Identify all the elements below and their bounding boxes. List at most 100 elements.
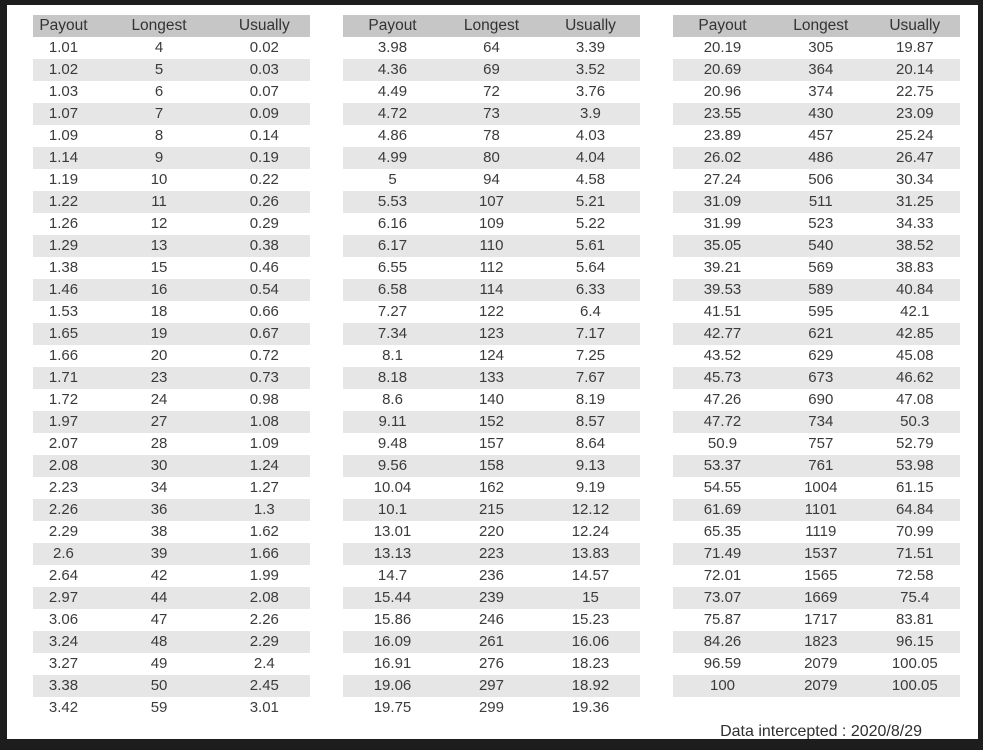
longest-cell: 30 [150, 457, 168, 474]
usually-cell: 5.22 [575, 215, 606, 232]
usually-cell: 0.03 [249, 61, 279, 78]
longest-cell: 133 [478, 369, 504, 386]
longest-cell: 297 [478, 677, 504, 694]
longest-cell: 7 [154, 105, 164, 122]
usually-cell: 100.05 [891, 677, 938, 694]
longest-cell: 16 [150, 281, 168, 298]
payout-cell: 20.96 [703, 83, 742, 100]
payout-cell: 42.77 [703, 325, 742, 342]
longest-cell: 1119 [805, 523, 837, 540]
usually-cell: 3.76 [575, 83, 606, 100]
column-header-usually: Usually [889, 17, 941, 34]
payout-cell: 73.07 [703, 589, 742, 606]
usually-cell: 5.61 [575, 237, 606, 254]
longest-cell: 364 [808, 61, 834, 78]
table-row: 1.97 27 1.08 [33, 411, 310, 433]
table-row: 2.08 30 1.24 [33, 455, 310, 477]
table-row: 1.65 19 0.67 [33, 323, 310, 345]
payout-cell: 15.86 [373, 611, 412, 628]
usually-cell: 3.39 [575, 39, 606, 56]
table-row: 1.29 13 0.38 [33, 235, 310, 257]
payout-cell: 1.72 [48, 391, 79, 408]
longest-cell: 569 [808, 259, 834, 276]
longest-cell: 110 [479, 237, 504, 254]
longest-cell: 5 [154, 61, 164, 78]
table-row: 8.1 124 7.25 [343, 345, 640, 367]
table-row: 42.77 621 42.85 [673, 323, 960, 345]
payout-cell: 23.55 [703, 105, 742, 122]
table-row: 4.49 72 3.76 [343, 81, 640, 103]
longest-cell: 757 [808, 435, 834, 452]
column-header-usually: Usually [238, 17, 290, 34]
longest-cell: 42 [150, 567, 168, 584]
payout-cell: 1.07 [48, 105, 79, 122]
payout-cell: 2.26 [48, 501, 79, 518]
table-row: 35.05 540 38.52 [673, 235, 960, 257]
payout-cell: 61.69 [703, 501, 742, 518]
table-row: 6.58 114 6.33 [343, 279, 640, 301]
longest-cell: 236 [478, 567, 504, 584]
longest-cell: 1823 [804, 633, 838, 650]
table-row: 39.21 569 38.83 [673, 257, 960, 279]
usually-cell: 0.26 [249, 193, 279, 210]
longest-cell: 12 [150, 215, 168, 232]
payout-cell: 43.52 [703, 347, 742, 364]
usually-cell: 2.26 [249, 611, 279, 628]
table-row: 4.86 78 4.03 [343, 125, 640, 147]
longest-cell: 73 [483, 105, 500, 122]
table-row: 39.53 589 40.84 [673, 279, 960, 301]
payout-cell: 6.58 [377, 281, 408, 298]
longest-cell: 734 [808, 413, 834, 430]
longest-cell: 239 [478, 589, 504, 606]
longest-cell: 523 [808, 215, 834, 232]
table-row: 61.69 1101 64.84 [673, 499, 960, 521]
usually-cell: 52.79 [896, 435, 934, 452]
table-row: 75.87 1717 83.81 [673, 609, 960, 631]
table-row: 15.44 239 15 [343, 587, 640, 609]
table-row: 23.55 430 23.09 [673, 103, 960, 125]
payout-cell: 2.23 [48, 479, 79, 496]
longest-cell: 246 [478, 611, 504, 628]
table-row: 1.46 16 0.54 [33, 279, 310, 301]
longest-cell: 1537 [804, 545, 838, 562]
payout-cell: 1.53 [48, 303, 79, 320]
table-row: 2.23 34 1.27 [33, 477, 310, 499]
longest-cell: 36 [150, 501, 168, 518]
payout-cell: 6.55 [377, 259, 408, 276]
table-row: 50.9 757 52.79 [673, 433, 960, 455]
usually-cell: 8.57 [575, 413, 606, 430]
payout-table-1: Payout Longest Usually 1.01 4 0.02 1.02 5 0.03 1.… [33, 15, 310, 719]
usually-cell: 1.3 [253, 501, 275, 518]
longest-cell: 72 [483, 83, 500, 100]
payout-cell: 3.98 [377, 39, 408, 56]
table-row: 1.71 23 0.73 [33, 367, 310, 389]
table-row: 31.09 511 31.25 [673, 191, 960, 213]
longest-cell: 47 [150, 611, 168, 628]
usually-cell: 18.92 [571, 677, 610, 694]
payout-cell: 4.99 [377, 149, 408, 166]
usually-cell: 12.12 [571, 501, 610, 518]
longest-cell: 107 [478, 193, 504, 210]
payout-cell: 53.37 [703, 457, 742, 474]
table-row: 23.89 457 25.24 [673, 125, 960, 147]
longest-cell: 80 [483, 149, 500, 166]
table-row: 10.04 162 9.19 [343, 477, 640, 499]
table-row: 3.98 64 3.39 [343, 37, 640, 59]
usually-cell: 4.58 [575, 171, 606, 188]
payout-cell: 20.19 [703, 39, 742, 56]
usually-cell: 46.62 [896, 369, 934, 386]
payout-cell: 54.55 [703, 479, 742, 496]
payout-cell: 4.86 [377, 127, 408, 144]
usually-cell: 0.14 [249, 127, 279, 144]
table-row: 54.55 1004 61.15 [673, 477, 960, 499]
usually-cell: 50.3 [900, 413, 930, 430]
longest-cell: 4 [154, 39, 164, 56]
payout-cell: 4.72 [377, 105, 408, 122]
longest-cell: 621 [808, 325, 834, 342]
table-header-row: Payout Longest Usually [343, 15, 640, 37]
payout-table-3: Payout Longest Usually 20.19 305 19.87 20.69 36… [673, 15, 960, 697]
table-row: 1.19 10 0.22 [33, 169, 310, 191]
table-row: 1.09 8 0.14 [33, 125, 310, 147]
usually-cell: 2.29 [249, 633, 279, 650]
usually-cell: 0.98 [249, 391, 279, 408]
